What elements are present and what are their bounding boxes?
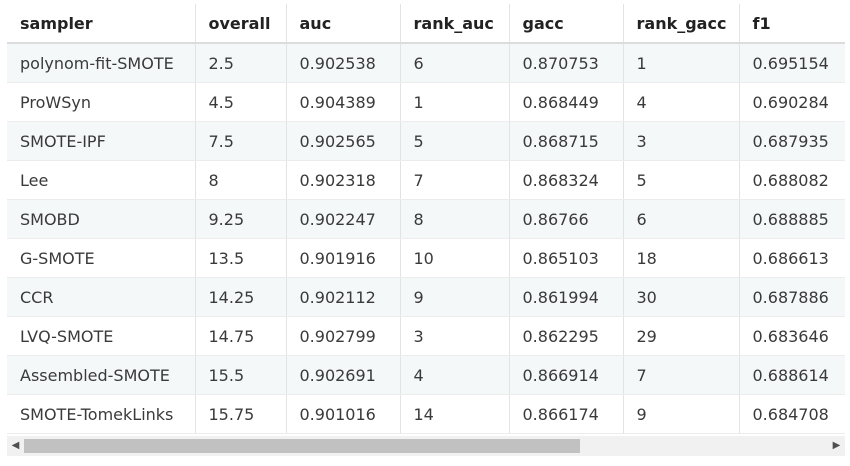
table-cell: 0.683646	[739, 316, 845, 356]
table-cell: 15.75	[195, 394, 287, 434]
table-cell: 14.75	[195, 316, 287, 356]
table-cell: SMOTE-IPF	[7, 121, 196, 161]
table-cell: 0.868715	[509, 121, 624, 161]
column-header-rank-gacc[interactable]: rank_gacc	[623, 4, 740, 44]
table-row: LVQ-SMOTE 14.75 0.902799 3 0.862295 29 0…	[7, 316, 845, 356]
table-cell: 0.870753	[509, 43, 624, 83]
column-header-auc[interactable]: auc	[286, 4, 401, 44]
table-cell: 0.902318	[286, 160, 401, 200]
table-cell: 0.684708	[739, 394, 845, 434]
table-cell: 0.902691	[286, 355, 401, 395]
table-cell: 0.861994	[509, 277, 624, 317]
table-cell: 0.866914	[509, 355, 624, 395]
table-cell: 0.862295	[509, 316, 624, 356]
table-cell: 14	[400, 394, 510, 434]
table-cell: 0.688082	[739, 160, 845, 200]
table-row: CCR 14.25 0.902112 9 0.861994 30 0.68788…	[7, 277, 845, 317]
table-row: SMOTE-TomekLinks 15.75 0.901016 14 0.866…	[7, 394, 845, 434]
table-cell: 30	[623, 277, 740, 317]
table-cell: 1	[400, 82, 510, 122]
table-cell: 0.687886	[739, 277, 845, 317]
column-header-rank-auc[interactable]: rank_auc	[400, 4, 510, 44]
table-cell: 18	[623, 238, 740, 278]
table-cell: 0.690284	[739, 82, 845, 122]
table-cell: 29	[623, 316, 740, 356]
table-cell: 0.695154	[739, 43, 845, 83]
table-cell: 3	[623, 121, 740, 161]
table-cell: 4	[400, 355, 510, 395]
table-cell: 7	[400, 160, 510, 200]
table-cell: 0.866174	[509, 394, 624, 434]
table-cell: Lee	[7, 160, 196, 200]
table-cell: 0.868449	[509, 82, 624, 122]
header-row: sampler overall auc rank_auc gacc rank_g…	[7, 4, 845, 44]
table-cell: 0.688885	[739, 199, 845, 239]
table-cell: 5	[623, 160, 740, 200]
table-cell: 0.901916	[286, 238, 401, 278]
table-cell: 0.904389	[286, 82, 401, 122]
column-header-gacc[interactable]: gacc	[509, 4, 624, 44]
horizontal-scrollbar[interactable]: ◀ ▶	[7, 436, 845, 456]
table-cell: G-SMOTE	[7, 238, 196, 278]
table-cell: 2.5	[195, 43, 287, 83]
table-cell: 4.5	[195, 82, 287, 122]
table-cell: LVQ-SMOTE	[7, 316, 196, 356]
table-cell: 0.902565	[286, 121, 401, 161]
table-cell: 0.902538	[286, 43, 401, 83]
table-cell: 1	[623, 43, 740, 83]
column-header-f1[interactable]: f1	[739, 4, 845, 44]
table-row: ProWSyn 4.5 0.904389 1 0.868449 4 0.6902…	[7, 82, 845, 122]
table-row: G-SMOTE 13.5 0.901916 10 0.865103 18 0.6…	[7, 238, 845, 278]
table-cell: 6	[623, 199, 740, 239]
table-row: Assembled-SMOTE 15.5 0.902691 4 0.866914…	[7, 355, 845, 395]
column-header-overall[interactable]: overall	[195, 4, 287, 44]
table-cell: 0.902112	[286, 277, 401, 317]
table-cell: SMOTE-TomekLinks	[7, 394, 196, 434]
table-cell: 8	[400, 199, 510, 239]
table-cell: 0.902247	[286, 199, 401, 239]
table-cell: 4	[623, 82, 740, 122]
triangle-right-icon[interactable]: ▶	[832, 440, 841, 451]
table-cell: ProWSyn	[7, 82, 196, 122]
table-cell: 0.868324	[509, 160, 624, 200]
table-cell: 0.688614	[739, 355, 845, 395]
table-cell: 7	[623, 355, 740, 395]
table-cell: 0.865103	[509, 238, 624, 278]
column-header-sampler[interactable]: sampler	[7, 4, 196, 44]
table-cell: 0.86766	[509, 199, 624, 239]
table-cell: 6	[400, 43, 510, 83]
table-cell: 0.686613	[739, 238, 845, 278]
table-cell: SMOBD	[7, 199, 196, 239]
table-cell: polynom-fit-SMOTE	[7, 43, 196, 83]
table-cell: 7.5	[195, 121, 287, 161]
table-cell: 9	[400, 277, 510, 317]
table-row: SMOTE-IPF 7.5 0.902565 5 0.868715 3 0.68…	[7, 121, 845, 161]
table-cell: 15.5	[195, 355, 287, 395]
table-cell: 9	[623, 394, 740, 434]
table-cell: 9.25	[195, 199, 287, 239]
table-row: Lee 8 0.902318 7 0.868324 5 0.688082	[7, 160, 845, 200]
table-row: SMOBD 9.25 0.902247 8 0.86766 6 0.688885	[7, 199, 845, 239]
table-cell: 0.687935	[739, 121, 845, 161]
table-cell: 0.901016	[286, 394, 401, 434]
table-row: polynom-fit-SMOTE 2.5 0.902538 6 0.87075…	[7, 43, 845, 83]
table-cell: 14.25	[195, 277, 287, 317]
triangle-left-icon[interactable]: ◀	[11, 440, 20, 451]
table-cell: Assembled-SMOTE	[7, 355, 196, 395]
table-cell: 0.902799	[286, 316, 401, 356]
table-container: sampler overall auc rank_auc gacc rank_g…	[7, 4, 845, 460]
table-cell: 13.5	[195, 238, 287, 278]
results-table: sampler overall auc rank_auc gacc rank_g…	[7, 4, 845, 434]
table-cell: 10	[400, 238, 510, 278]
table-cell: 5	[400, 121, 510, 161]
table-cell: CCR	[7, 277, 196, 317]
table-cell: 3	[400, 316, 510, 356]
table-cell: 8	[195, 160, 287, 200]
scrollbar-thumb[interactable]	[24, 439, 580, 453]
